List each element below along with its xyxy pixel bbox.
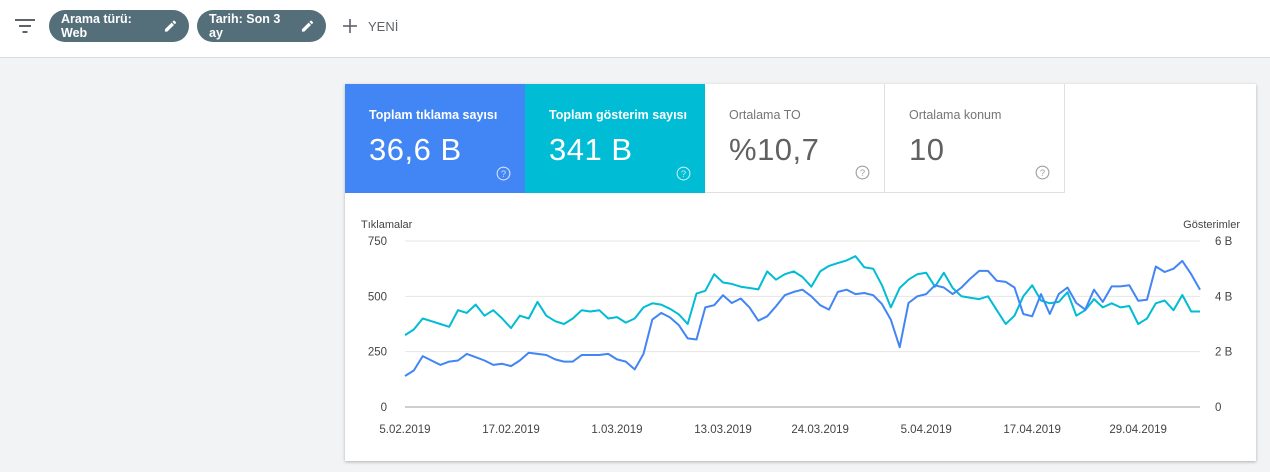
y-right-tick-label: 0 [1215,402,1221,414]
svg-text:?: ? [681,169,686,179]
y-left-tick-label: 750 [368,236,387,248]
metric-label: Ortalama TO [729,108,801,122]
date-chip[interactable]: Tarih: Son 3 ay [197,10,326,42]
metric-total-clicks[interactable]: Toplam tıklama sayısı 36,6 B ? [345,84,525,193]
chart-lines [404,255,1201,377]
metric-value: 36,6 B [369,132,462,167]
metric-total-impressions[interactable]: Toplam gösterim sayısı 341 B ? [525,84,705,193]
search-type-chip[interactable]: Arama türü: Web [49,10,189,42]
performance-chart: Tıklamalar Gösterimler 0 0 250 2 B 500 4 B 750… [361,219,1240,436]
right-axis-title: Gösterimler [1183,219,1240,231]
help-icon[interactable]: ? [1035,165,1050,180]
svg-text:?: ? [860,168,865,178]
x-tick-label: 24.03.2019 [791,424,849,436]
x-tick-label: 17.02.2019 [482,424,540,436]
metric-value: 341 B [549,132,633,167]
pencil-icon[interactable] [164,19,177,33]
plus-icon [343,19,357,33]
x-tick-label: 5.04.2019 [901,424,952,436]
x-tick-label: 17.04.2019 [1003,424,1061,436]
chart-grid [405,240,1200,408]
y-left-tick-label: 500 [368,291,387,303]
clicks-series-line[interactable] [404,259,1201,377]
x-tick-label: 1.03.2019 [591,424,642,436]
help-icon[interactable]: ? [855,165,870,180]
chart-ticks: 0 0 250 2 B 500 4 B 750 6 B 5.02.2019 17.02.2019 1… [368,236,1233,436]
metric-label: Ortalama konum [909,108,1002,122]
metric-label: Toplam gösterim sayısı [549,108,688,122]
metric-value: 10 [909,132,945,167]
new-filter-button[interactable]: YENİ [342,13,398,39]
performance-card: Toplam tıklama sayısı 36,6 B ? Toplam gö… [345,84,1256,461]
metric-label: Toplam tıklama sayısı [369,108,498,122]
chip-label: Tarih: Son 3 ay [209,12,281,40]
toolbar: Arama türü: Web Tarih: Son 3 ay YENİ [0,0,1270,58]
x-tick-label: 29.04.2019 [1109,424,1167,436]
new-filter-label: YENİ [368,18,399,34]
filter-icon[interactable] [14,17,36,35]
metric-average-position[interactable]: Ortalama konum 10 ? [885,84,1065,193]
x-tick-label: 5.02.2019 [379,424,430,436]
y-left-tick-label: 250 [368,347,387,359]
pencil-icon[interactable] [301,19,314,33]
y-right-tick-label: 2 B [1215,347,1233,359]
metric-value: %10,7 [729,132,820,167]
y-left-tick-label: 0 [381,402,387,414]
y-right-tick-label: 4 B [1215,291,1233,303]
y-right-tick-label: 6 B [1215,236,1233,248]
help-icon[interactable]: ? [496,166,511,181]
left-axis-title: Tıklamalar [361,219,413,231]
impressions-series-line[interactable] [404,255,1200,336]
chip-label: Arama türü: Web [61,12,132,40]
x-tick-label: 13.03.2019 [694,424,752,436]
metric-average-ctr[interactable]: Ortalama TO %10,7 ? [705,84,885,193]
svg-text:?: ? [1040,168,1045,178]
svg-text:?: ? [501,169,506,179]
help-icon[interactable]: ? [676,166,691,181]
